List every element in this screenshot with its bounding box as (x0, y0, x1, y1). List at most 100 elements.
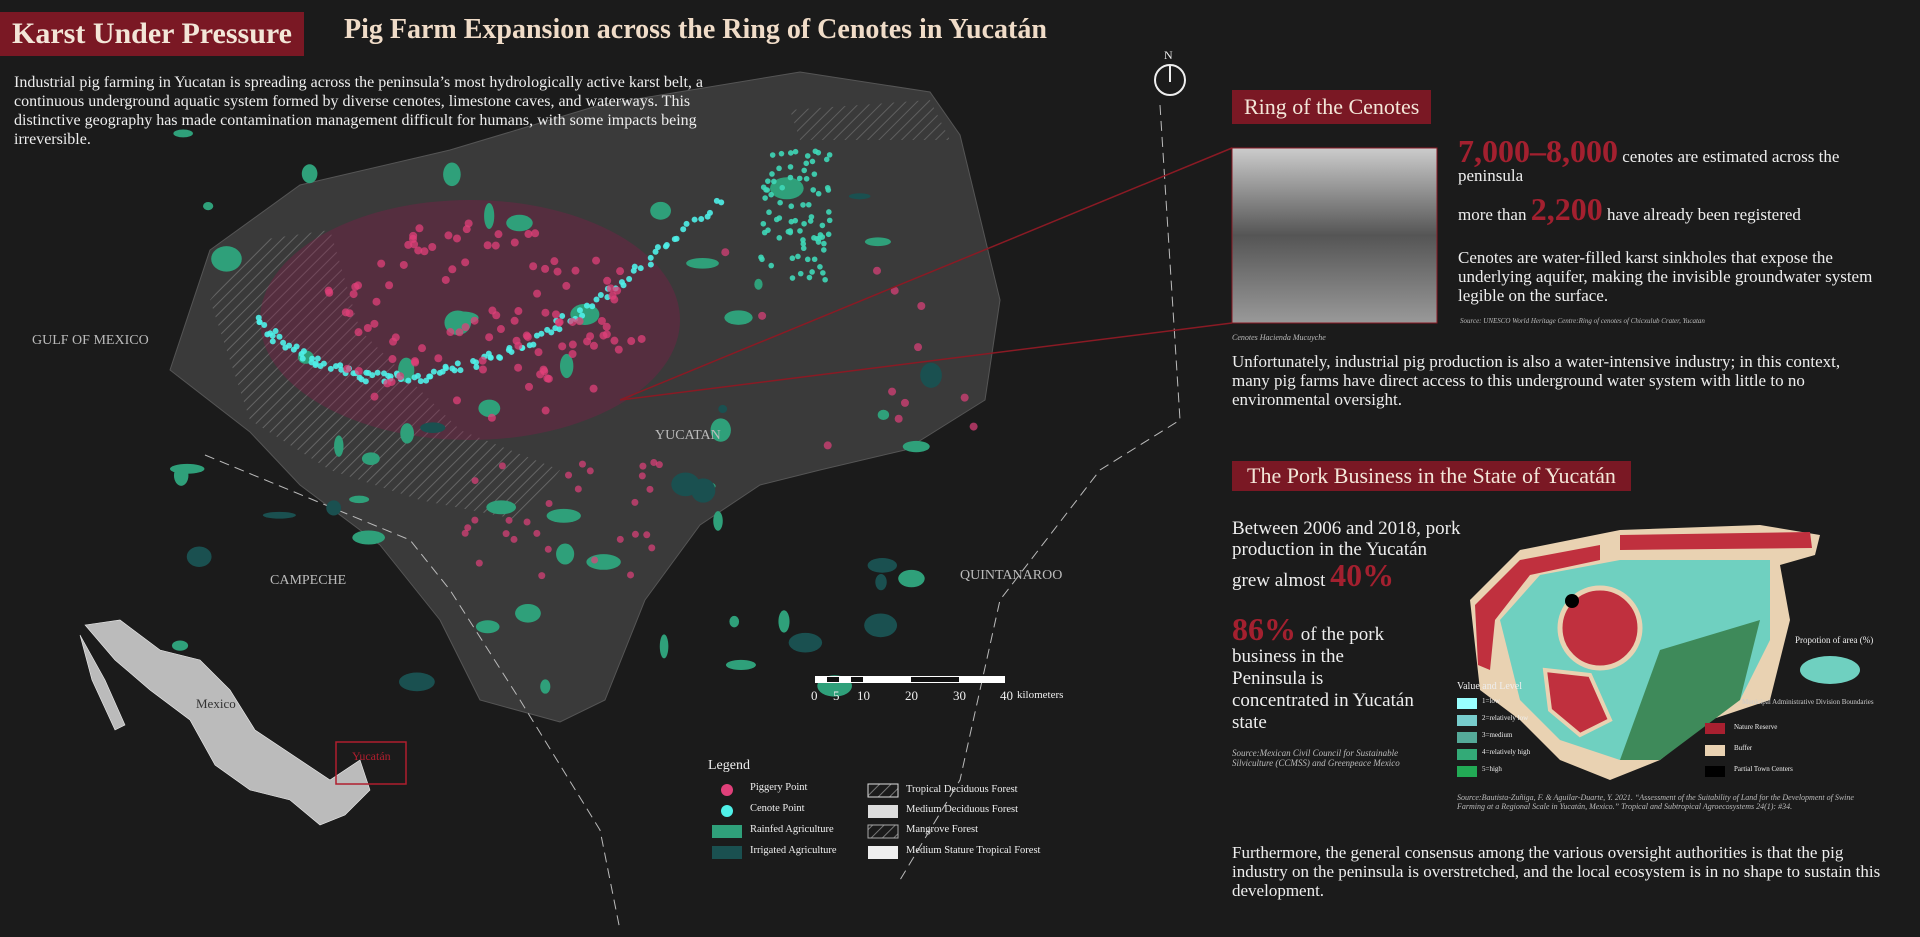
map-point (565, 471, 573, 479)
map-point (804, 153, 811, 159)
map-point (800, 245, 807, 252)
map-point (616, 535, 624, 543)
map-point (485, 333, 494, 342)
agriculture-patch (326, 500, 342, 516)
map-point (654, 244, 661, 251)
map-point (544, 545, 552, 553)
map-point (343, 364, 352, 373)
map-point (597, 292, 604, 299)
map-point (522, 331, 531, 340)
map-point (452, 396, 461, 405)
map-point (502, 530, 510, 538)
map-point (820, 270, 826, 276)
agriculture-patch (710, 418, 731, 442)
map-point (427, 373, 434, 380)
inset-label: Mexico (196, 696, 236, 711)
overlay-item: Nature Reserve (1734, 723, 1778, 731)
map-point (423, 377, 430, 384)
agriculture-patch (540, 679, 551, 694)
map-point (777, 199, 783, 206)
share: 86% of the pork business in the Peninsul… (1232, 613, 1422, 734)
map-point (575, 317, 584, 326)
map-point (414, 246, 423, 255)
map-point (483, 241, 492, 250)
map-point (788, 218, 795, 225)
map-point (776, 235, 783, 241)
map-point (411, 358, 420, 367)
map-point (638, 472, 646, 480)
overlay-item: Partial Town Centers (1734, 765, 1793, 773)
map-point (779, 184, 786, 191)
map-point (769, 152, 776, 158)
agriculture-patch (301, 164, 318, 184)
agriculture-patch (262, 511, 296, 519)
legend-item: Tropical Deciduous Forest (906, 784, 1018, 795)
legend-item: Medium Stature Tropical Forest (906, 845, 1041, 856)
map-point (399, 260, 408, 269)
map-point (548, 329, 555, 336)
boundaries: Municipal Administrative Division Bounda… (1742, 698, 1874, 706)
map-point (616, 267, 625, 276)
map-point (771, 178, 777, 185)
map-point (269, 332, 276, 339)
scale-bar (815, 676, 1005, 683)
agriculture-patch (659, 634, 669, 659)
description: Cenotes are water-filled karst sinkholes… (1458, 248, 1873, 305)
map-point (789, 255, 796, 262)
map-point (446, 328, 455, 337)
callout-line (619, 147, 1233, 401)
map-point (471, 477, 479, 485)
map-point (639, 462, 647, 470)
map-point (613, 286, 622, 295)
agriculture-patch (729, 615, 740, 628)
map-point (815, 149, 822, 156)
map-point (821, 240, 827, 247)
map-point (602, 322, 611, 331)
map-point (541, 264, 550, 273)
photo-caption: Cenotes Hacienda Mucuyche (1232, 333, 1326, 342)
scale-tick: 20 (905, 688, 918, 703)
state-highlight (335, 741, 407, 785)
map-point (647, 261, 654, 268)
map-point (823, 441, 832, 450)
map-point (462, 225, 471, 234)
map-point (345, 309, 354, 318)
map-point (269, 338, 276, 345)
growth: grew almost 40% (1232, 559, 1502, 591)
map-point (455, 328, 464, 337)
map-point (430, 368, 437, 375)
map-point (533, 289, 542, 298)
subtitle: Pig Farm Expansion across the Ring of Ce… (344, 14, 1047, 45)
map-point (606, 284, 615, 293)
scale-tick: 5 (833, 688, 840, 703)
map-point (510, 316, 519, 325)
scale-tick: 0 (811, 688, 818, 703)
agriculture-patch (400, 423, 414, 444)
map-point (545, 500, 553, 508)
map-point (761, 229, 768, 236)
map-point (362, 378, 369, 385)
map-point (338, 366, 345, 373)
map-point (637, 265, 644, 272)
map-point (776, 215, 783, 221)
agriculture-patch (486, 500, 517, 515)
scale-tick: 40 (1000, 688, 1013, 703)
map-point (556, 326, 563, 333)
map-point (787, 174, 794, 181)
agriculture-patch (686, 257, 719, 269)
map-point (663, 241, 670, 248)
map-point (428, 242, 437, 251)
map-point (826, 217, 833, 224)
map-point (819, 222, 826, 229)
map-point (448, 265, 457, 274)
map-point (706, 209, 713, 216)
map-point (299, 355, 306, 362)
agriculture-patch (754, 278, 763, 290)
map-point (627, 571, 635, 579)
legend-item: Mangrove Forest (906, 824, 979, 835)
map-point (441, 275, 450, 284)
map-point (808, 214, 815, 220)
map-point (388, 355, 397, 364)
legend-item: Piggery Point (750, 782, 808, 793)
map-point (819, 234, 826, 240)
